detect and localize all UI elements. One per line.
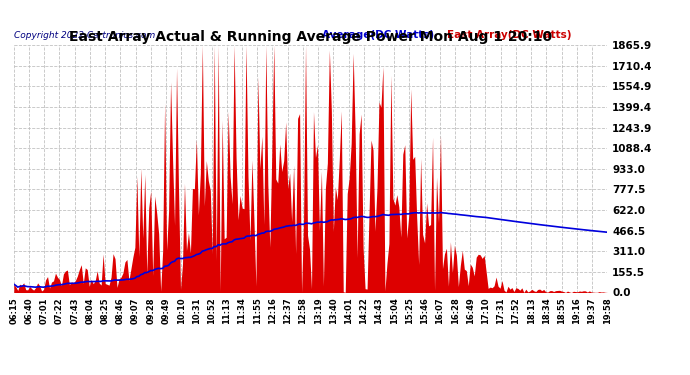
Text: Copyright 2022 Cartronics.com: Copyright 2022 Cartronics.com — [14, 31, 155, 40]
Title: East Array Actual & Running Average Power Mon Aug 1 20:10: East Array Actual & Running Average Powe… — [69, 30, 552, 44]
Text: Average(DC Watts): Average(DC Watts) — [322, 30, 435, 40]
Text: East Array(DC Watts): East Array(DC Watts) — [447, 30, 571, 40]
